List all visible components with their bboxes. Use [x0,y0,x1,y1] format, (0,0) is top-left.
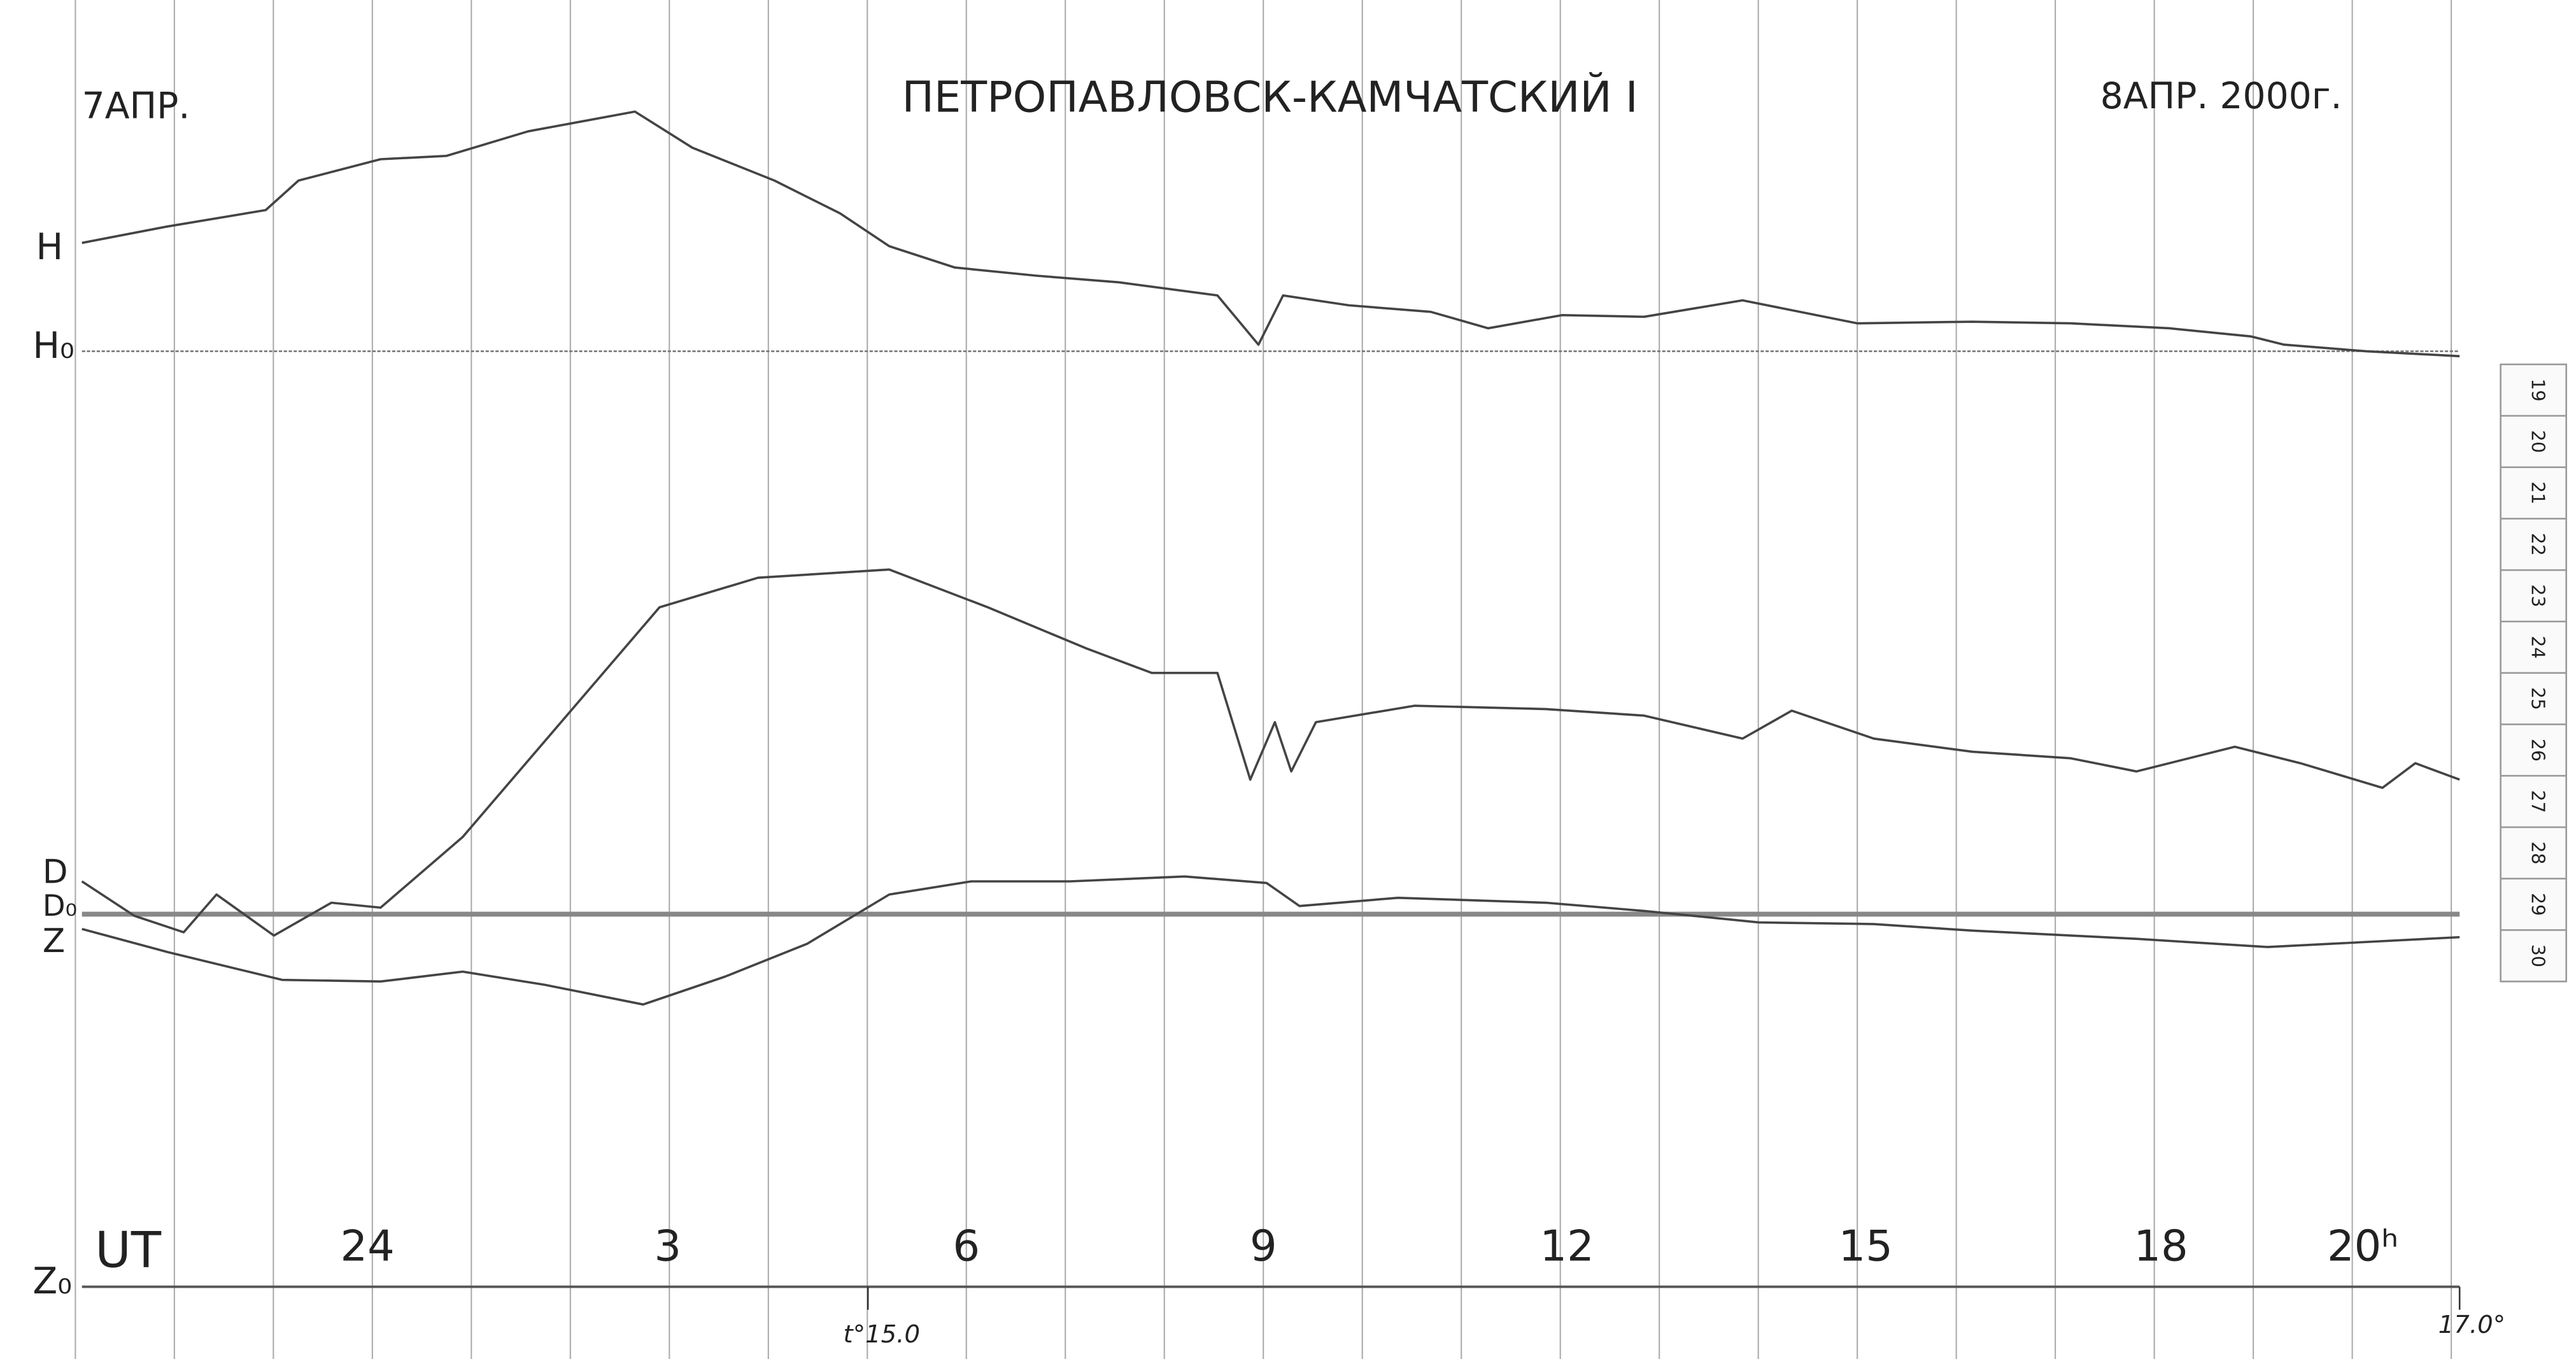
hour-label: 6 [953,1221,980,1270]
time-grid [74,0,2452,1359]
scale-label: 20 [2527,430,2548,453]
z-trace [81,875,2460,1006]
temp-end: 17.0° [2438,1311,2505,1339]
scale-label: 22 [2527,533,2548,556]
hour-labels: 24 3 6 9 12 15 18 20ʰ [341,1221,2399,1270]
scale-label: 24 [2527,636,2548,658]
hour-label: 3 [654,1221,681,1270]
h0-label: H₀ [32,325,74,367]
h-label: H [36,226,64,268]
z-label: Z [43,922,65,960]
scale-label: 27 [2527,790,2548,813]
scale-label: 23 [2527,585,2548,608]
scale-label: 28 [2527,841,2548,864]
temp-start: t°15.0 [844,1320,921,1349]
title: ПЕТРОПАВЛОВСК-КАМЧАТСКИЙ I [902,71,1638,122]
h-trace [81,110,2460,358]
scale-label: 26 [2527,739,2548,762]
scale-label: 25 [2527,687,2548,710]
scale: 19 20 21 22 23 24 25 26 27 28 29 30 [2500,378,2566,983]
d-trace [81,568,2460,937]
d0-label: D₀ [43,888,77,923]
scale-label: 19 [2527,378,2548,401]
date-right: 8АПР. 2000г. [2100,75,2342,117]
scale-label: 29 [2527,893,2548,916]
hour-label: 18 [2134,1221,2188,1270]
hour-label: 24 [341,1221,395,1270]
scale-label: 30 [2527,944,2548,967]
z0-label: Z₀ [32,1260,72,1302]
ut-label: UT [95,1222,162,1279]
hour-label: 12 [1540,1221,1594,1270]
paper [3,0,2573,1359]
date-left: 7АПР. [82,85,190,127]
hour-label: 15 [1839,1221,1893,1270]
hour-label: 20ʰ [2327,1221,2398,1270]
hour-label: 9 [1250,1221,1277,1270]
d-label: D [43,853,68,892]
scale-label: 21 [2527,481,2548,504]
